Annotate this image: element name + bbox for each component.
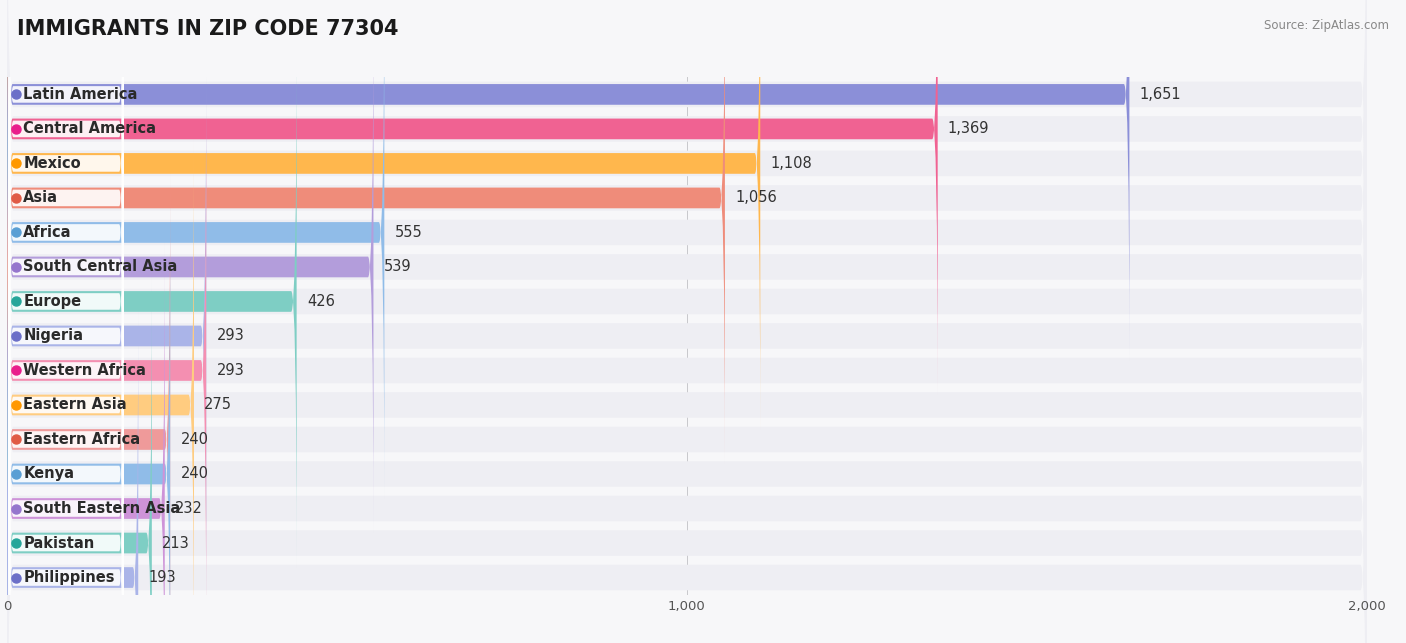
- Text: Eastern Africa: Eastern Africa: [24, 432, 141, 447]
- Text: 1,651: 1,651: [1140, 87, 1181, 102]
- Text: 213: 213: [162, 536, 190, 550]
- FancyBboxPatch shape: [7, 174, 170, 643]
- Text: Western Africa: Western Africa: [24, 363, 146, 378]
- FancyBboxPatch shape: [8, 68, 124, 535]
- FancyBboxPatch shape: [8, 0, 124, 466]
- FancyBboxPatch shape: [7, 4, 1367, 599]
- FancyBboxPatch shape: [7, 0, 1367, 496]
- Text: 193: 193: [149, 570, 176, 585]
- Text: 426: 426: [307, 294, 335, 309]
- FancyBboxPatch shape: [8, 0, 124, 362]
- FancyBboxPatch shape: [7, 1, 374, 532]
- FancyBboxPatch shape: [8, 172, 124, 638]
- FancyBboxPatch shape: [7, 277, 152, 643]
- Text: 1,108: 1,108: [770, 156, 813, 171]
- Text: 240: 240: [180, 467, 208, 482]
- Text: 232: 232: [174, 501, 202, 516]
- Text: 539: 539: [384, 260, 412, 275]
- FancyBboxPatch shape: [7, 280, 1367, 643]
- Text: Asia: Asia: [24, 190, 58, 205]
- Text: Europe: Europe: [24, 294, 82, 309]
- FancyBboxPatch shape: [8, 0, 124, 397]
- FancyBboxPatch shape: [8, 206, 124, 643]
- FancyBboxPatch shape: [7, 0, 1367, 565]
- Text: Africa: Africa: [24, 225, 72, 240]
- Text: Kenya: Kenya: [24, 467, 75, 482]
- Text: IMMIGRANTS IN ZIP CODE 77304: IMMIGRANTS IN ZIP CODE 77304: [17, 19, 398, 39]
- FancyBboxPatch shape: [8, 275, 124, 643]
- FancyBboxPatch shape: [8, 103, 124, 569]
- FancyBboxPatch shape: [8, 310, 124, 643]
- FancyBboxPatch shape: [7, 38, 1367, 634]
- FancyBboxPatch shape: [7, 0, 1367, 461]
- Text: Philippines: Philippines: [24, 570, 115, 585]
- Text: 1,369: 1,369: [948, 122, 990, 136]
- FancyBboxPatch shape: [7, 312, 138, 643]
- FancyBboxPatch shape: [7, 0, 761, 429]
- FancyBboxPatch shape: [7, 176, 1367, 643]
- Text: 1,056: 1,056: [735, 190, 778, 205]
- Text: 293: 293: [217, 329, 245, 343]
- FancyBboxPatch shape: [8, 240, 124, 643]
- FancyBboxPatch shape: [8, 137, 124, 604]
- FancyBboxPatch shape: [7, 0, 384, 498]
- Text: Central America: Central America: [24, 122, 156, 136]
- Text: Mexico: Mexico: [24, 156, 82, 171]
- FancyBboxPatch shape: [7, 245, 1367, 643]
- FancyBboxPatch shape: [7, 0, 1367, 392]
- Text: Latin America: Latin America: [24, 87, 138, 102]
- FancyBboxPatch shape: [7, 0, 725, 464]
- FancyBboxPatch shape: [7, 0, 1129, 360]
- Text: 240: 240: [180, 432, 208, 447]
- FancyBboxPatch shape: [7, 208, 170, 643]
- FancyBboxPatch shape: [7, 141, 1367, 643]
- FancyBboxPatch shape: [7, 70, 207, 602]
- Text: 555: 555: [395, 225, 422, 240]
- FancyBboxPatch shape: [8, 344, 124, 643]
- Text: Nigeria: Nigeria: [24, 329, 83, 343]
- FancyBboxPatch shape: [7, 105, 207, 636]
- Text: South Central Asia: South Central Asia: [24, 260, 177, 275]
- FancyBboxPatch shape: [8, 0, 124, 431]
- FancyBboxPatch shape: [7, 0, 1367, 530]
- FancyBboxPatch shape: [8, 33, 124, 500]
- Text: 293: 293: [217, 363, 245, 378]
- FancyBboxPatch shape: [7, 36, 297, 567]
- Text: South Eastern Asia: South Eastern Asia: [24, 501, 180, 516]
- FancyBboxPatch shape: [7, 107, 1367, 643]
- FancyBboxPatch shape: [7, 73, 1367, 643]
- FancyBboxPatch shape: [7, 243, 165, 643]
- FancyBboxPatch shape: [7, 0, 1367, 427]
- FancyBboxPatch shape: [7, 0, 938, 395]
- FancyBboxPatch shape: [7, 140, 194, 643]
- Text: Source: ZipAtlas.com: Source: ZipAtlas.com: [1264, 19, 1389, 32]
- FancyBboxPatch shape: [7, 211, 1367, 643]
- Text: 275: 275: [204, 397, 232, 412]
- FancyBboxPatch shape: [8, 0, 124, 328]
- Text: Pakistan: Pakistan: [24, 536, 94, 550]
- Text: Eastern Asia: Eastern Asia: [24, 397, 127, 412]
